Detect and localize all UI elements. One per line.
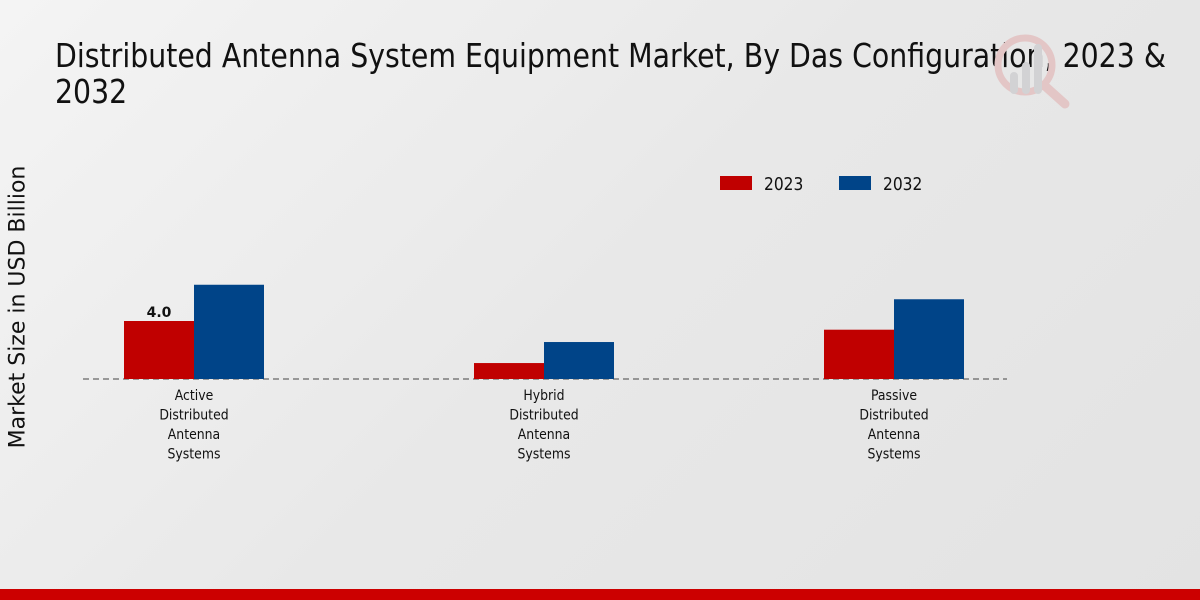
bar-2032-1 [544, 342, 614, 379]
legend-label-2023: 2023 [764, 173, 803, 194]
x-tick-label: Active [175, 387, 214, 404]
chart-title-line2: 2032 [55, 72, 128, 111]
bar-2023-2 [824, 329, 894, 379]
x-tick-label: Antenna [518, 426, 570, 443]
legend-swatch-2032 [839, 176, 871, 190]
x-tick-label: Distributed [859, 407, 928, 424]
x-tick-label: Systems [868, 446, 921, 463]
bar-2023-1 [474, 363, 544, 379]
x-tick-label: Distributed [509, 407, 578, 424]
x-tick-label: Passive [871, 387, 917, 404]
logo-icon [994, 34, 1070, 109]
legend-label-2032: 2032 [883, 173, 922, 194]
chart-title: Distributed Antenna System Equipment Mar… [55, 38, 1166, 110]
x-tick-label: Hybrid [523, 387, 564, 404]
x-tick-label: Systems [168, 446, 221, 463]
bar-2032-2 [894, 299, 964, 379]
legend-swatch-2023 [720, 176, 752, 190]
chart-title-line1: Distributed Antenna System Equipment Mar… [55, 36, 1166, 75]
x-tick-label: Antenna [868, 426, 920, 443]
data-label: 4.0 [147, 305, 172, 321]
x-tick-label: Antenna [168, 426, 220, 443]
x-tick-label: Distributed [159, 407, 228, 424]
x-tick-label: Systems [518, 446, 571, 463]
bar-2032-0 [194, 284, 264, 379]
bar-2023-0 [124, 321, 194, 379]
footer-bar [0, 589, 1200, 600]
